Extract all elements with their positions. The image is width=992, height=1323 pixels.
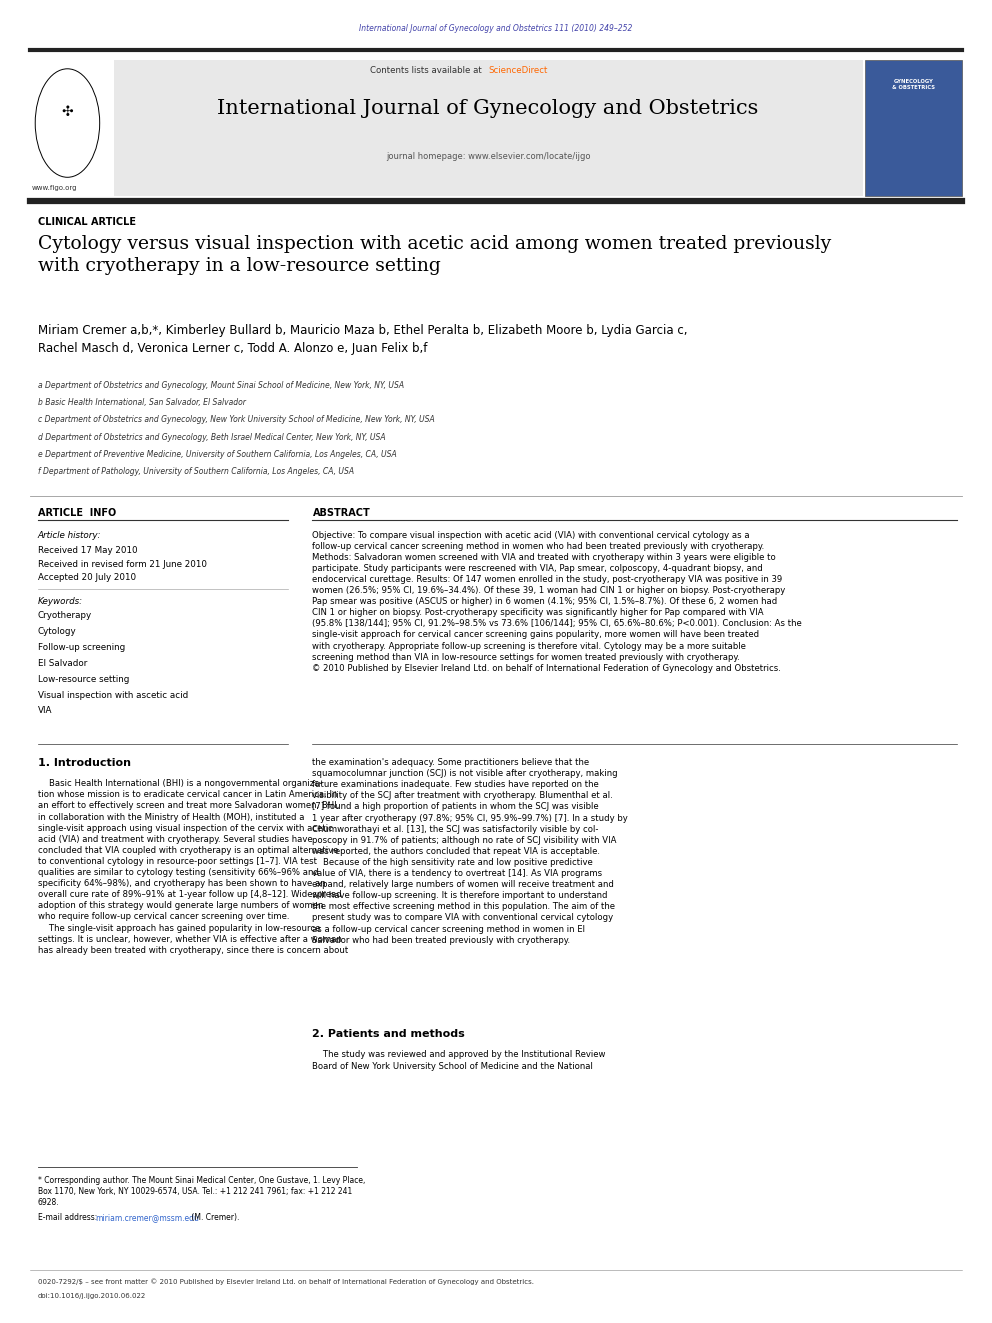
Text: Received 17 May 2010: Received 17 May 2010 <box>38 546 137 556</box>
Text: miriam.cremer@mssm.edu: miriam.cremer@mssm.edu <box>95 1213 199 1222</box>
Text: doi:10.1016/j.ijgo.2010.06.022: doi:10.1016/j.ijgo.2010.06.022 <box>38 1293 146 1299</box>
Text: The study was reviewed and approved by the Institutional Review
Board of New Yor: The study was reviewed and approved by t… <box>312 1050 606 1070</box>
Text: E-mail address:: E-mail address: <box>38 1213 99 1222</box>
Text: International Journal of Gynecology and Obstetrics: International Journal of Gynecology and … <box>217 99 759 118</box>
Text: Cryotherapy: Cryotherapy <box>38 611 92 620</box>
Text: Low-resource setting: Low-resource setting <box>38 675 129 684</box>
FancyBboxPatch shape <box>865 60 962 196</box>
Text: ScienceDirect: ScienceDirect <box>488 66 548 75</box>
Text: Accepted 20 July 2010: Accepted 20 July 2010 <box>38 573 136 582</box>
Text: VIA: VIA <box>38 706 53 716</box>
Text: Cytology: Cytology <box>38 627 76 636</box>
Text: d Department of Obstetrics and Gynecology, Beth Israel Medical Center, New York,: d Department of Obstetrics and Gynecolog… <box>38 433 385 442</box>
Text: the examination's adequacy. Some practitioners believe that the
squamocolumnar j: the examination's adequacy. Some practit… <box>312 758 628 945</box>
FancyBboxPatch shape <box>114 60 863 196</box>
Text: Cytology versus visual inspection with acetic acid among women treated previousl: Cytology versus visual inspection with a… <box>38 235 831 275</box>
Text: ✣: ✣ <box>62 106 73 119</box>
Text: Article history:: Article history: <box>38 531 101 540</box>
Text: ARTICLE  INFO: ARTICLE INFO <box>38 508 116 519</box>
Text: ABSTRACT: ABSTRACT <box>312 508 370 519</box>
Text: a Department of Obstetrics and Gynecology, Mount Sinai School of Medicine, New Y: a Department of Obstetrics and Gynecolog… <box>38 381 404 390</box>
Text: Received in revised form 21 June 2010: Received in revised form 21 June 2010 <box>38 560 206 569</box>
Text: b Basic Health International, San Salvador, El Salvador: b Basic Health International, San Salvad… <box>38 398 246 407</box>
Text: e Department of Preventive Medicine, University of Southern California, Los Ange: e Department of Preventive Medicine, Uni… <box>38 450 397 459</box>
Text: GYNECOLOGY
& OBSTETRICS: GYNECOLOGY & OBSTETRICS <box>892 79 935 90</box>
Text: 2. Patients and methods: 2. Patients and methods <box>312 1029 465 1040</box>
Text: International Journal of Gynecology and Obstetrics 111 (2010) 249–252: International Journal of Gynecology and … <box>359 24 633 33</box>
Text: El Salvador: El Salvador <box>38 659 87 668</box>
Text: * Corresponding author. The Mount Sinai Medical Center, One Gustave, 1. Levy Pla: * Corresponding author. The Mount Sinai … <box>38 1176 365 1208</box>
Text: f Department of Pathology, University of Southern California, Los Angeles, CA, U: f Department of Pathology, University of… <box>38 467 354 476</box>
Text: Follow-up screening: Follow-up screening <box>38 643 125 652</box>
Text: Visual inspection with ascetic acid: Visual inspection with ascetic acid <box>38 691 187 700</box>
Text: Miriam Cremer a,b,*, Kimberley Bullard b, Mauricio Maza b, Ethel Peralta b, Eliz: Miriam Cremer a,b,*, Kimberley Bullard b… <box>38 324 687 355</box>
Text: Contents lists available at: Contents lists available at <box>370 66 484 75</box>
Text: (M. Cremer).: (M. Cremer). <box>189 1213 240 1222</box>
Text: journal homepage: www.elsevier.com/locate/ijgo: journal homepage: www.elsevier.com/locat… <box>386 152 590 161</box>
Text: www.figo.org: www.figo.org <box>32 185 77 192</box>
Text: 1. Introduction: 1. Introduction <box>38 758 131 769</box>
Text: Basic Health International (BHI) is a nongovernmental organiza-
tion whose missi: Basic Health International (BHI) is a no… <box>38 779 348 955</box>
Text: Keywords:: Keywords: <box>38 597 82 606</box>
Text: c Department of Obstetrics and Gynecology, New York University School of Medicin: c Department of Obstetrics and Gynecolog… <box>38 415 434 425</box>
Text: Objective: To compare visual inspection with acetic acid (VIA) with conventional: Objective: To compare visual inspection … <box>312 531 803 672</box>
Text: 0020-7292/$ – see front matter © 2010 Published by Elsevier Ireland Ltd. on beha: 0020-7292/$ – see front matter © 2010 Pu… <box>38 1278 534 1285</box>
Text: CLINICAL ARTICLE: CLINICAL ARTICLE <box>38 217 136 228</box>
